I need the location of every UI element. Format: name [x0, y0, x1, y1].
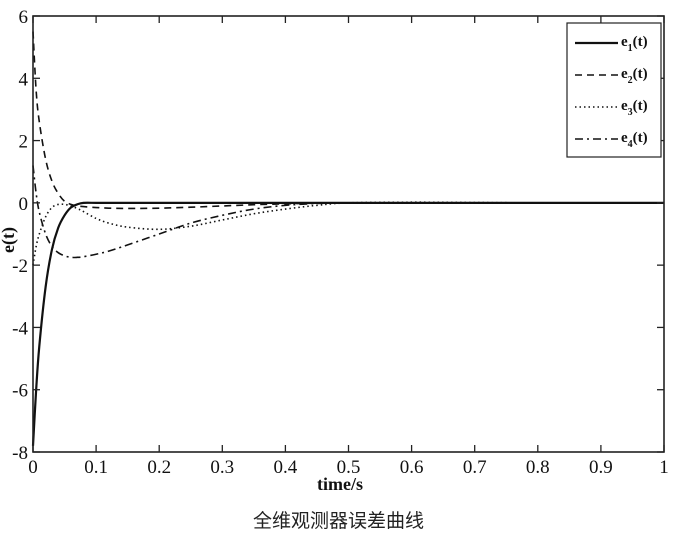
x-tick-label: 0.7	[463, 457, 487, 478]
x-tick-label: 0.8	[526, 457, 550, 478]
plot-lines	[31, 31, 664, 446]
y-tick-label: -8	[12, 443, 28, 464]
y-axis-label: e(t)	[0, 227, 19, 253]
y-tick-label: 6	[19, 7, 29, 28]
legend: e1(t) e2(t) e3(t) e4(t)	[566, 22, 662, 158]
x-tick-label: 0.6	[400, 457, 424, 478]
legend-box	[566, 22, 662, 158]
y-tick-label: 2	[19, 132, 29, 153]
x-tick-label: 0.2	[147, 457, 171, 478]
legend-label-2: e2(t)	[621, 66, 648, 86]
y-tick-label: -2	[12, 256, 28, 277]
x-tick-label: 0.3	[210, 457, 234, 478]
x-tick-label: 1	[659, 457, 669, 478]
series-line-3	[32, 201, 664, 266]
y-tick-label: 4	[19, 69, 29, 90]
legend-label-1: e1(t)	[621, 34, 648, 54]
x-tick-label: 0.9	[589, 457, 613, 478]
y-tick-label: -4	[12, 318, 28, 339]
x-tick-label: 0.5	[337, 457, 361, 478]
legend-label-3: e3(t)	[621, 98, 648, 118]
series-line-4	[32, 165, 664, 259]
y-tick-label: -6	[12, 381, 28, 402]
x-tick-label: 0	[28, 457, 38, 478]
x-axis-label: time/s	[317, 474, 363, 494]
figure-caption: 全维观测器误差曲线	[252, 510, 424, 532]
legend-label-4: e4(t)	[621, 130, 648, 150]
x-tick-label: 0.4	[274, 457, 298, 478]
series-line-1	[31, 201, 664, 446]
y-tick-label: 0	[19, 194, 29, 215]
axis-ticks: 0 0.1 0.2 0.3 0.4 0.5 0.6 0.7 0.8 0.9 1 -8 -6 -4 -2 0 2 4…	[12, 7, 669, 478]
x-tick-label: 0.1	[84, 457, 108, 478]
